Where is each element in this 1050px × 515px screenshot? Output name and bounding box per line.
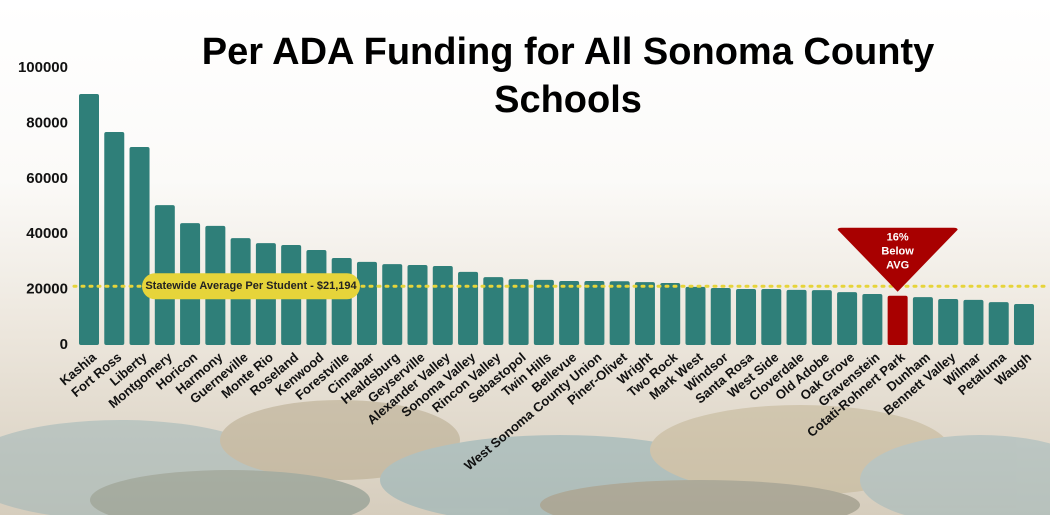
annotation-text: 16% bbox=[887, 232, 909, 244]
bar bbox=[508, 279, 529, 345]
bar bbox=[786, 289, 807, 345]
bar bbox=[811, 290, 832, 345]
bar bbox=[710, 287, 731, 345]
bar bbox=[584, 281, 605, 345]
background-art bbox=[0, 400, 1050, 515]
bar bbox=[862, 294, 883, 345]
y-tick-label: 80000 bbox=[26, 114, 68, 131]
bar bbox=[533, 279, 554, 345]
bar bbox=[634, 282, 655, 345]
bar bbox=[483, 277, 504, 345]
bar bbox=[609, 281, 630, 345]
bar bbox=[837, 292, 858, 345]
bar bbox=[458, 271, 479, 345]
chart-title: Per ADA Funding for All Sonoma County Sc… bbox=[201, 31, 935, 121]
bar bbox=[407, 264, 428, 345]
bar bbox=[963, 299, 984, 345]
bar bbox=[79, 94, 99, 346]
y-tick-label: 20000 bbox=[26, 281, 68, 298]
bar bbox=[736, 289, 757, 345]
bar bbox=[938, 299, 959, 345]
reference-label: Statewide Average Per Student - $21,194 bbox=[145, 280, 357, 292]
y-tick-label: 60000 bbox=[26, 170, 68, 187]
annotation-text: Below bbox=[881, 246, 914, 258]
bar bbox=[129, 146, 150, 345]
bar bbox=[685, 286, 706, 345]
bar bbox=[1013, 304, 1034, 345]
y-tick-label: 100000 bbox=[18, 59, 68, 76]
bar bbox=[382, 264, 403, 345]
reference-label-box bbox=[142, 273, 360, 300]
bar bbox=[104, 131, 125, 345]
bar bbox=[761, 289, 782, 345]
y-tick-label: 40000 bbox=[26, 225, 68, 242]
bar bbox=[331, 258, 352, 345]
bar bbox=[432, 266, 453, 345]
bar bbox=[988, 302, 1009, 345]
bar bbox=[559, 281, 580, 345]
y-tick-label: 0 bbox=[60, 336, 68, 353]
annotation-marker bbox=[837, 227, 958, 292]
bar bbox=[660, 282, 681, 345]
bar bbox=[356, 261, 377, 345]
bar bbox=[887, 295, 908, 345]
annotation-text: AVG bbox=[886, 260, 909, 272]
bar bbox=[912, 297, 933, 345]
